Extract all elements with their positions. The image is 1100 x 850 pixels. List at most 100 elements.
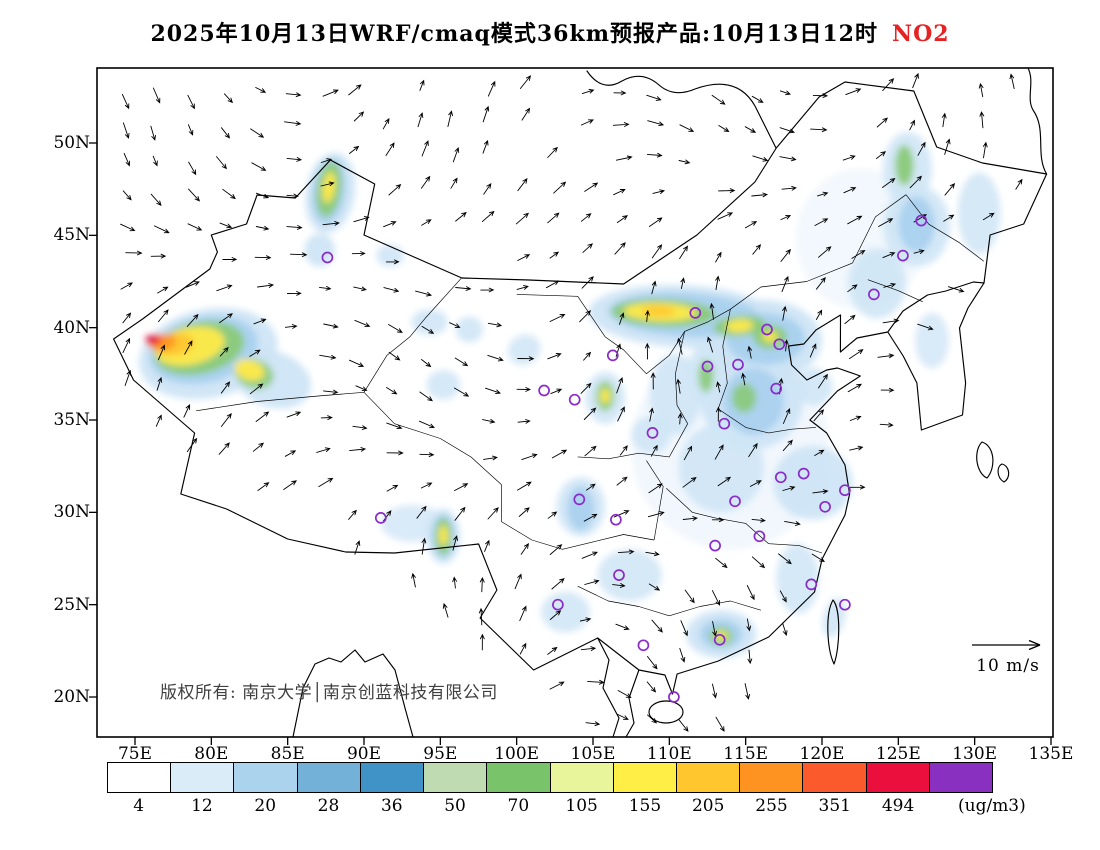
no2-plume: [376, 244, 404, 267]
lon-tick-label: 125E: [875, 744, 921, 764]
no2-plume: [773, 445, 853, 520]
lat-tick-label: 20N: [53, 687, 90, 707]
station-marker: [761, 323, 773, 336]
map-boundaries: [113, 67, 1048, 738]
wind-arrows-path: [120, 72, 1023, 732]
station-marker: [753, 530, 766, 543]
lon-tick-label: 100E: [494, 744, 540, 764]
station-marker: [718, 417, 731, 430]
colorbar-cell: [107, 762, 172, 793]
no2-plume: [725, 319, 754, 333]
no2-plume: [678, 423, 764, 513]
lat-tick-label: 40N: [53, 317, 90, 338]
colorbar-tick-label: 255: [755, 796, 788, 816]
station-marker: [538, 384, 550, 397]
province-boundary-line: [717, 309, 731, 410]
colorbar-labels: (ug/m3) 4 12 20 28 36 50 70 105 155 205 255 351 494: [107, 796, 1026, 818]
lon-tick-label: 90E: [346, 744, 381, 764]
station-marker: [701, 360, 714, 373]
copyright-watermark: 版权所有: 南京大学│南京创蓝科技有限公司: [160, 683, 498, 703]
no2-plume: [438, 525, 448, 546]
colorbar-cell: [296, 762, 361, 793]
station-marker: [897, 249, 909, 262]
no2-plume: [411, 309, 448, 335]
station-marker: [713, 633, 726, 646]
page-title: 2025年10月13日WRF/cmaq模式36km预报产品:10月13日12时 N…: [0, 16, 1100, 48]
colorbar: [107, 762, 994, 793]
no2-plume: [641, 305, 676, 317]
colorbar-tick-label: 12: [191, 796, 213, 816]
colorbar-cell: [423, 762, 488, 793]
lon-tick-label: 110E: [646, 744, 692, 764]
colorbar-tick-label: 28: [317, 796, 340, 816]
station-marker: [868, 288, 880, 301]
province-boundary-line: [501, 521, 655, 550]
station-marker: [774, 471, 787, 484]
lon-tick-label: 80E: [194, 744, 229, 764]
colorbar-tick-label: 105: [565, 796, 598, 816]
province-boundary-line: [363, 392, 502, 522]
no2-plume: [541, 591, 590, 633]
lat-tick-label: 25N: [53, 594, 90, 615]
colorbar-cell: [739, 762, 804, 793]
station-marker: [637, 639, 650, 652]
lat-tick-label: 35N: [53, 410, 90, 430]
no2-concentration-field: [139, 132, 1001, 659]
no2-plume: [234, 359, 265, 381]
station-marker: [321, 251, 334, 264]
colorbar-tick-label: 351: [818, 796, 852, 816]
station-markers: [321, 214, 928, 703]
no2-plume: [796, 368, 833, 406]
province-boundary-line: [718, 408, 816, 434]
lon-tick-label: 75E: [117, 744, 153, 764]
map-plot: [89, 67, 1054, 745]
station-marker: [606, 349, 619, 362]
lon-tick-label: 105E: [570, 744, 616, 764]
station-marker: [805, 578, 818, 591]
no2-plume: [600, 388, 611, 404]
colorbar-tick-label: 70: [507, 796, 530, 816]
wind-scale-arrow: [972, 639, 1041, 651]
map-canvas: [89, 67, 1054, 745]
no2-plume: [304, 233, 335, 267]
colorbar-tick-label: 20: [254, 796, 277, 816]
no2-plume: [567, 486, 595, 531]
station-marker: [819, 500, 831, 513]
vietnam-border-line: [597, 637, 620, 738]
no2-plume: [145, 335, 156, 343]
no2-plume: [322, 171, 336, 203]
colorbar-tick-label: 494: [881, 796, 915, 816]
station-marker: [568, 393, 581, 406]
colorbar-cell: [359, 762, 425, 793]
no2-plume: [649, 353, 702, 435]
lat-tick-label: 50N: [53, 133, 90, 153]
no2-plume: [426, 370, 461, 400]
colorbar-tick-label: 4: [133, 796, 145, 816]
hainan-coastline: [648, 700, 684, 724]
title-text: 2025年10月13日WRF/cmaq模式36km预报产品:10月13日12时: [150, 21, 878, 47]
colorbar-tick-label: 36: [380, 796, 403, 816]
station-marker: [773, 338, 786, 351]
station-marker: [709, 539, 721, 552]
lat-tick-label: 30N: [53, 502, 90, 523]
station-marker: [839, 484, 851, 497]
colorbar-cell: [865, 762, 930, 793]
map-frame: [96, 67, 1054, 738]
lon-tick-label: 115E: [723, 744, 769, 764]
province-boundary-line: [675, 331, 688, 424]
station-marker: [770, 382, 783, 395]
axis-ticks: [89, 142, 1052, 745]
japan-kyushu-coastline: [976, 441, 994, 479]
province-boundary-line: [363, 277, 462, 393]
station-marker: [839, 598, 851, 611]
station-marker: [613, 569, 625, 581]
no2-plume: [731, 383, 757, 413]
wind-scale-label: 10 m/s: [976, 656, 1040, 676]
colorbar-cell: [675, 762, 741, 793]
station-marker: [729, 495, 741, 508]
colorbar-cell: [612, 762, 677, 793]
lon-tick-label: 85E: [270, 744, 305, 764]
colorbar-cell: [928, 762, 994, 793]
no2-plume: [895, 144, 914, 186]
